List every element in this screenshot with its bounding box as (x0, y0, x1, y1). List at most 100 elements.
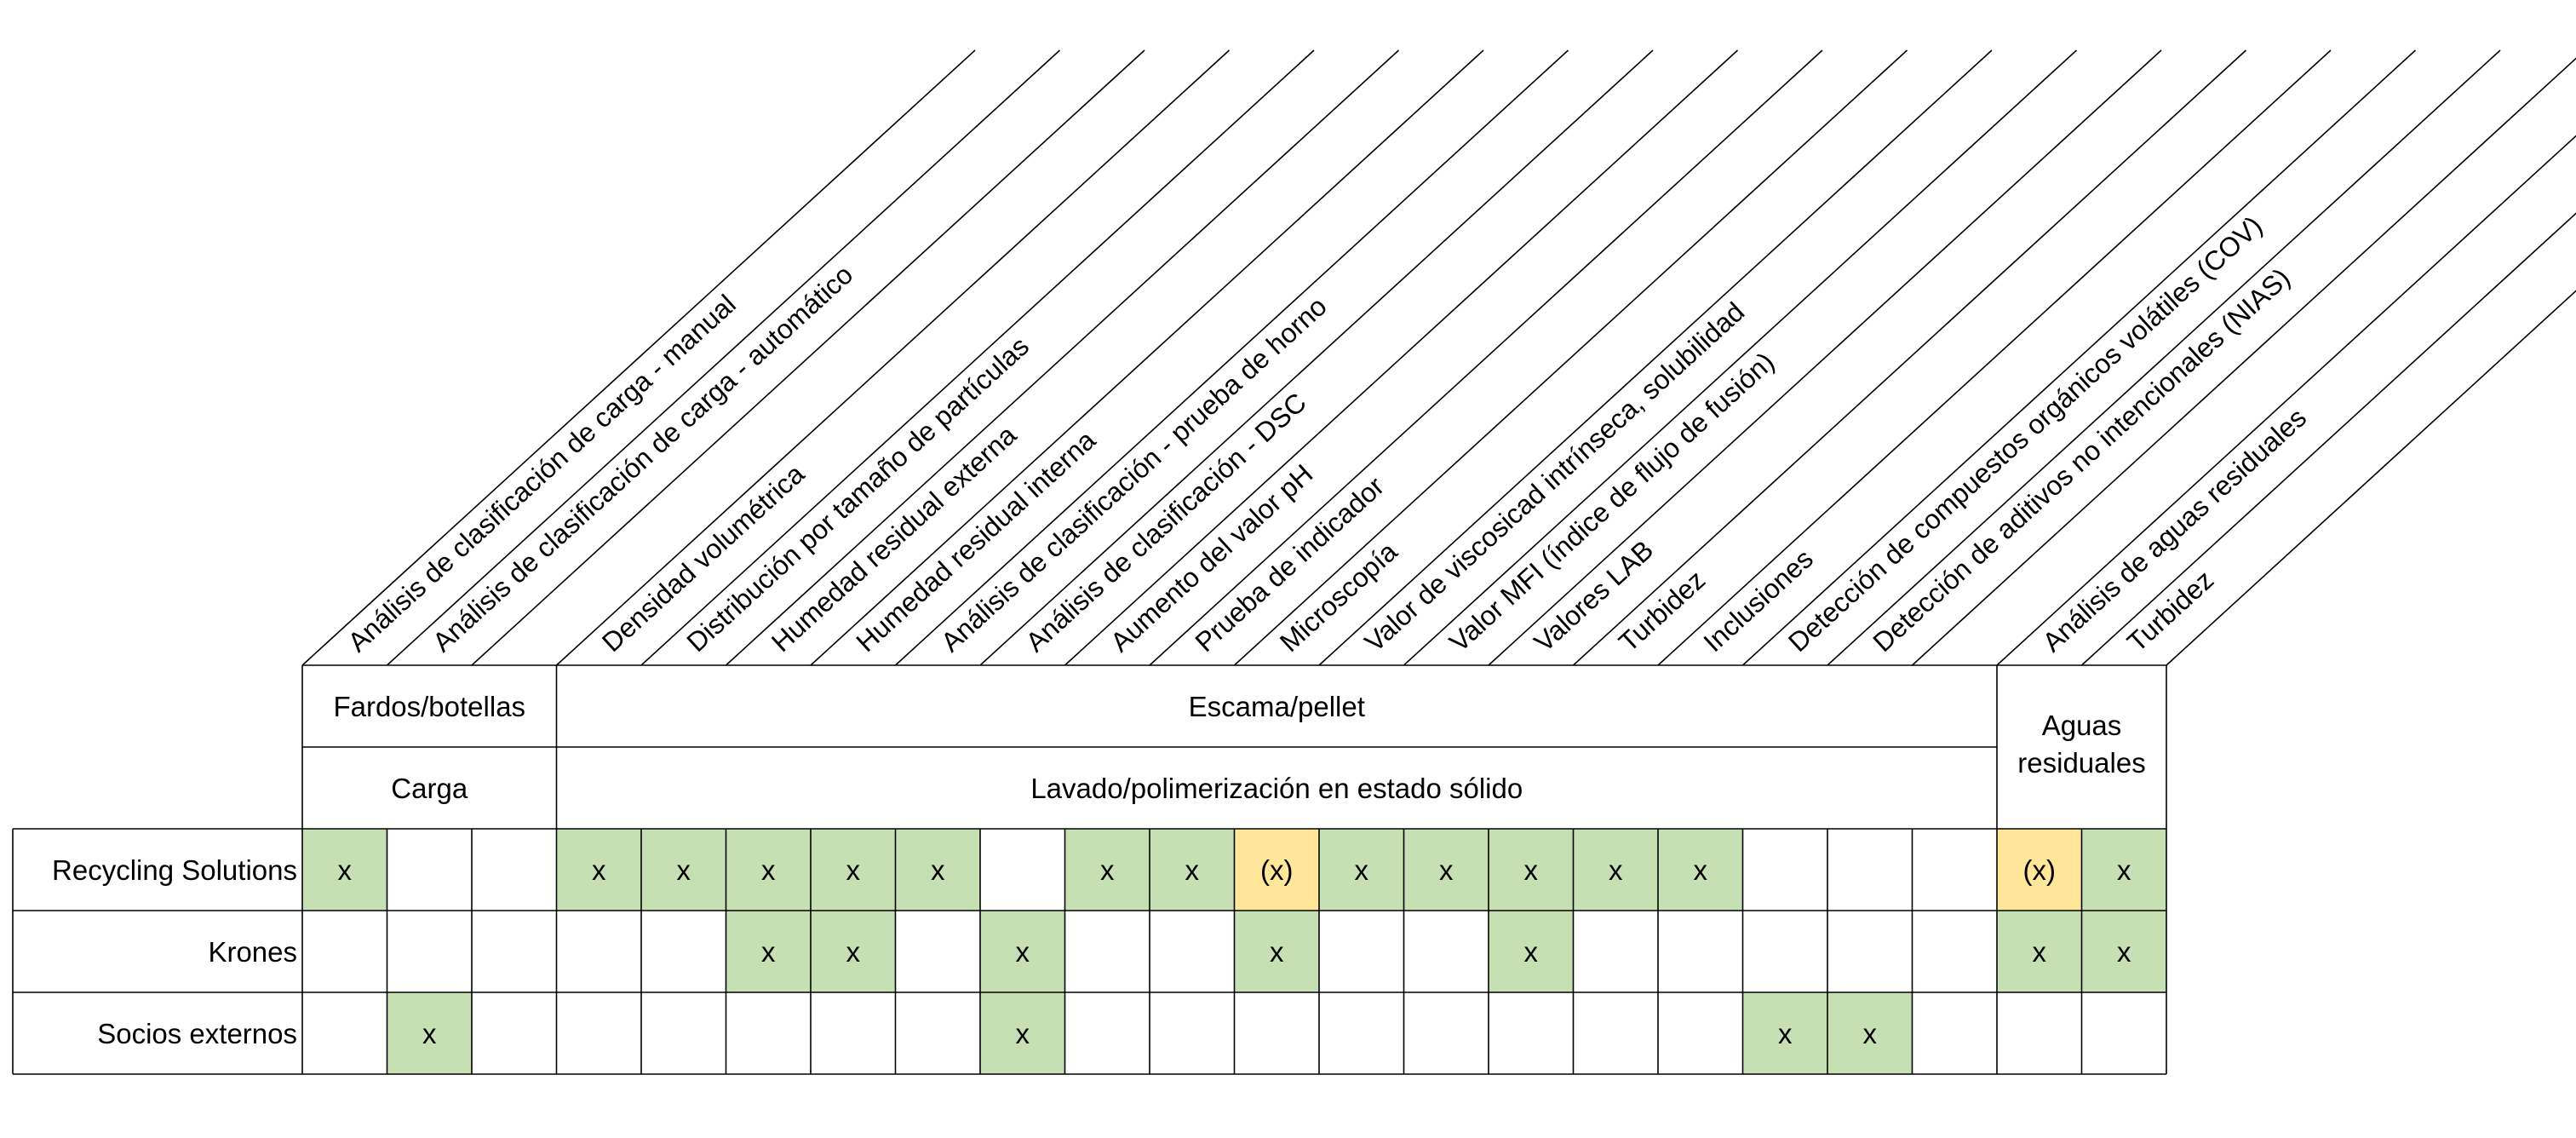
cell-mark: x (846, 854, 861, 886)
cell-mark: x (1524, 854, 1539, 886)
table-cell (1319, 911, 1404, 992)
table-cell (1742, 992, 1827, 1074)
table-cell (2081, 992, 2166, 1074)
table-cell (641, 992, 726, 1074)
column-header-diagonal (1403, 49, 2078, 666)
table-cell (1742, 911, 1827, 992)
group-header-mid-label: Lavado/polimerización en estado sólido (1030, 773, 1523, 804)
group-header-top-label: Fardos/botellas (333, 691, 525, 722)
table-cell (472, 992, 557, 1074)
table-cell (1573, 911, 1658, 992)
cell-fills (302, 829, 2166, 1074)
table-cell (641, 829, 726, 911)
table-cell (1064, 992, 1150, 1074)
table-cell (302, 911, 387, 992)
table-cell (1912, 829, 1997, 911)
cell-mark: x (1355, 854, 1369, 886)
table-cell (980, 992, 1065, 1074)
table-cell (726, 911, 811, 992)
column-header-diagonal (1233, 49, 1908, 666)
table-cell (1912, 911, 1997, 992)
table-cell (1150, 911, 1235, 992)
table-cell (1827, 992, 1913, 1074)
column-header-diagonal (1064, 49, 1739, 666)
cell-mark: x (1270, 936, 1284, 968)
table-cell (1064, 829, 1150, 911)
table-cell (302, 829, 387, 911)
table-cell (1573, 992, 1658, 1074)
table-cell (726, 829, 811, 911)
cell-mark: x (761, 936, 776, 968)
column-header-diagonal (2080, 212, 2576, 666)
group-header-diagonal (1996, 135, 2576, 666)
cell-mark: x (1100, 854, 1115, 886)
table-cell (472, 911, 557, 992)
column-header-diagonal (1572, 49, 2247, 666)
cell-mark: x (846, 936, 861, 968)
table-cell (1658, 829, 1743, 911)
table-cell (556, 911, 641, 992)
table-cell (1403, 829, 1489, 911)
table-cell (895, 911, 980, 992)
column-header-diagonal (810, 49, 1484, 666)
table-cell (1403, 911, 1489, 992)
cell-mark: x (931, 854, 945, 886)
column-header-diagonal (471, 49, 1145, 666)
column-header-diagonal (1911, 57, 2576, 666)
cell-marks: x x x x x x x x (x) x x x x x (x) x x x x x x x x x x x x (338, 854, 2132, 1049)
table-cell (1150, 829, 1235, 911)
cell-mark: x (422, 1018, 437, 1049)
table-cell (1064, 911, 1150, 992)
column-header-diagonal (894, 49, 1569, 666)
column-header-diagonal (640, 49, 1315, 666)
column-header-diagonal (1741, 49, 2417, 666)
table-cell (1234, 992, 1319, 1074)
group-header-diagonal (301, 49, 976, 666)
table-cell (387, 992, 472, 1074)
cell-mark: x (1609, 854, 1623, 886)
group-header-diagonal (2166, 290, 2576, 666)
table-cell (1573, 829, 1658, 911)
table-cell (556, 829, 641, 911)
cell-mark: x (1694, 854, 1708, 886)
table-cell (1742, 829, 1827, 911)
table-cell (980, 911, 1065, 992)
table-cell (472, 829, 557, 911)
table-cell (2081, 911, 2166, 992)
table-cell (811, 911, 896, 992)
cell-mark: x (592, 854, 606, 886)
column-header-diagonal (1149, 49, 1823, 666)
table-cell (1997, 992, 2082, 1074)
table-cell (726, 992, 811, 1074)
table-cell (1403, 992, 1489, 1074)
group-headers: Fardos/botellas Escama/pellet Aguas residua… (333, 691, 2145, 804)
row-label: Recycling Solutions (52, 854, 297, 886)
table-cell (2081, 829, 2166, 911)
table-cell (1997, 911, 2082, 992)
table-cell (811, 992, 896, 1074)
table-cell (1489, 911, 1574, 992)
table-cell (1997, 829, 2082, 911)
cell-mark: x (2033, 936, 2047, 968)
table-cell (556, 992, 641, 1074)
table-cell (1912, 992, 1997, 1074)
cell-mark: x (1863, 1018, 1878, 1049)
table-cell (641, 911, 726, 992)
grid-lines (12, 49, 2576, 1075)
table-cell (980, 829, 1065, 911)
table-cell (1319, 829, 1404, 911)
table-cell (1489, 829, 1574, 911)
table-cell (895, 992, 980, 1074)
column-header-diagonal (979, 49, 1654, 666)
table-cell (1489, 992, 1574, 1074)
table-cell (1234, 911, 1319, 992)
table-cell (387, 911, 472, 992)
group-header-mid-label: Carga (391, 773, 468, 804)
row-label: Krones (208, 936, 297, 968)
cell-mark: x (2117, 936, 2131, 968)
cell-mark: x (338, 854, 353, 886)
column-header-diagonal (1488, 49, 2162, 666)
column-header-diagonal (725, 49, 1400, 666)
cell-mark: x (1185, 854, 1200, 886)
